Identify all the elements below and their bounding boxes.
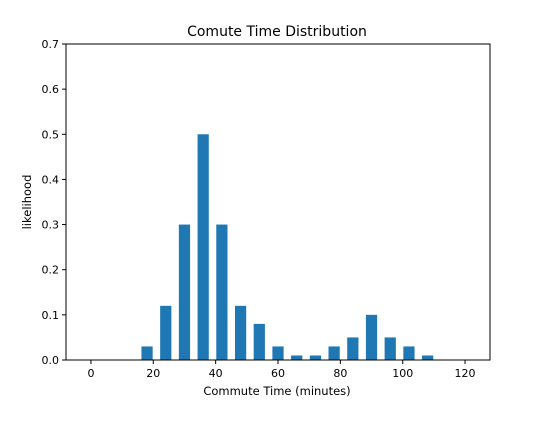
bar-48 — [234, 305, 247, 360]
x-axis: 0 20 40 60 80 100 120 — [87, 360, 476, 380]
bar-54 — [253, 323, 265, 360]
y-tick-label: 0.5 — [42, 128, 60, 141]
y-tick-label: 0.4 — [42, 173, 60, 186]
y-tick-label: 0.6 — [42, 83, 60, 96]
y-tick-label: 0.7 — [42, 38, 60, 51]
y-tick-label: 0.1 — [42, 309, 60, 322]
x-tick-label: 40 — [209, 367, 223, 380]
x-axis-label: Commute Time (minutes) — [203, 384, 350, 398]
x-tick-label: 20 — [146, 367, 160, 380]
bar-36 — [197, 134, 209, 360]
bar-66 — [291, 355, 303, 360]
chart-title: Comute Time Distribution — [187, 24, 367, 40]
bar-108 — [422, 355, 434, 360]
x-tick-label: 100 — [392, 367, 413, 380]
bar-42 — [216, 224, 228, 360]
bar-90 — [365, 314, 378, 360]
bar-30 — [178, 224, 191, 360]
bars-group — [141, 134, 434, 360]
plot-frame — [65, 43, 491, 361]
y-tick-label: 0.3 — [42, 219, 60, 232]
bar-18 — [141, 346, 153, 360]
y-tick-label: 0.0 — [42, 354, 60, 367]
x-tick-label: 120 — [455, 367, 476, 380]
bar-96 — [384, 337, 396, 360]
bar-60 — [272, 346, 284, 360]
y-axis-label: likelihood — [20, 175, 34, 230]
bar-84 — [347, 337, 359, 360]
bar-78 — [328, 346, 340, 360]
y-tick-label: 0.2 — [42, 264, 60, 277]
bar-24 — [160, 305, 172, 360]
bar-102 — [403, 346, 415, 360]
bar-72 — [309, 355, 322, 360]
x-tick-label: 60 — [271, 367, 285, 380]
y-axis: 0.0 0.1 0.2 0.3 0.4 0.5 0.6 0.7 — [42, 38, 66, 367]
x-tick-label: 80 — [333, 367, 347, 380]
x-tick-label: 0 — [87, 367, 94, 380]
